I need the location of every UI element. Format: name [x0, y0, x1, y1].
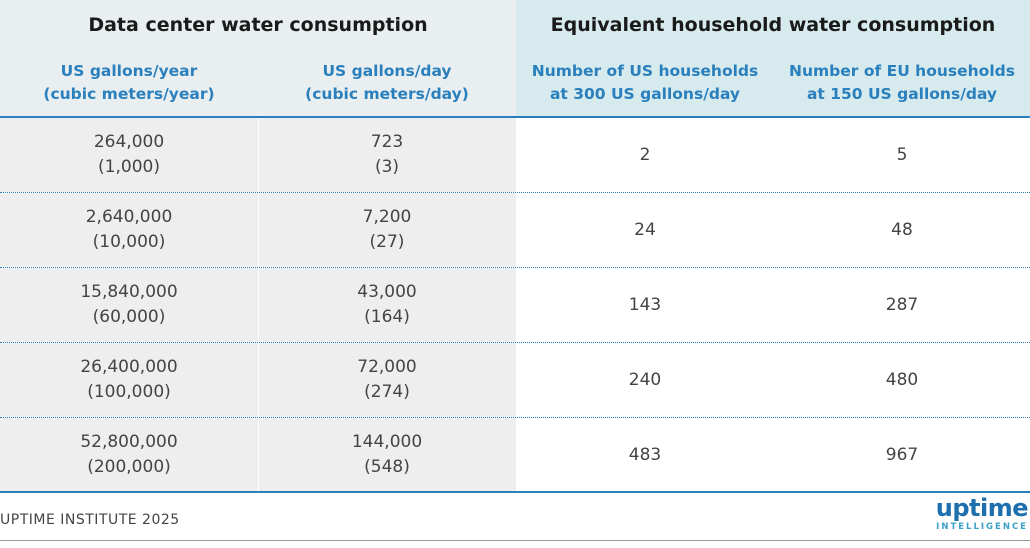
group-header-household: Equivalent household water consumption: [516, 0, 1030, 50]
group-header-data-center: Data center water consumption: [0, 0, 516, 50]
cell-us-households: 483: [516, 418, 774, 492]
table-bottom-rule: [0, 491, 1030, 493]
cell-gallons-year: 15,840,000 (60,000): [0, 268, 258, 342]
cell-eu-households: 5: [774, 118, 1030, 192]
cell-gallons-year: 26,400,000 (100,000): [0, 343, 258, 417]
water-consumption-table: Data center water consumption Equivalent…: [0, 0, 1030, 493]
table-body: 264,000 (1,000) 723 (3) 2 5 2,640,000 (10,0…: [0, 118, 1030, 492]
cell-gallons-day: 43,000 (164): [258, 268, 516, 342]
cell-gallons-year: 2,640,000 (10,000): [0, 193, 258, 267]
column-header-gallons-day: US gallons/day (cubic meters/day): [258, 50, 516, 116]
cell-gallons-year: 264,000 (1,000): [0, 118, 258, 192]
table-row: 264,000 (1,000) 723 (3) 2 5: [0, 118, 1030, 193]
cell-eu-households: 967: [774, 418, 1030, 492]
cell-eu-households: 287: [774, 268, 1030, 342]
cell-gallons-day: 72,000 (274): [258, 343, 516, 417]
footer-rule: [0, 540, 1030, 541]
cell-us-households: 2: [516, 118, 774, 192]
source-credit: UPTIME INSTITUTE 2025: [0, 512, 180, 528]
logo-wordmark: uptime: [935, 494, 1029, 522]
cell-gallons-day: 144,000 (548): [258, 418, 516, 492]
cell-gallons-year: 52,800,000 (200,000): [0, 418, 258, 492]
table-row: 15,840,000 (60,000) 43,000 (164) 143 287: [0, 268, 1030, 343]
column-header-gallons-year: US gallons/year (cubic meters/year): [0, 50, 258, 116]
table-row: 52,800,000 (200,000) 144,000 (548) 483 967: [0, 418, 1030, 492]
column-header-eu-households: Number of EU households at 150 US gallons…: [774, 50, 1030, 116]
table-row: 26,400,000 (100,000) 72,000 (274) 240 480: [0, 343, 1030, 418]
cell-us-households: 240: [516, 343, 774, 417]
uptime-logo: uptime INTELLIGENCE: [935, 494, 1029, 532]
cell-us-households: 24: [516, 193, 774, 267]
header-rule: [0, 116, 1030, 118]
cell-gallons-day: 723 (3): [258, 118, 516, 192]
column-header-us-households: Number of US households at 300 US gallons…: [516, 50, 774, 116]
cell-eu-households: 480: [774, 343, 1030, 417]
table-row: 2,640,000 (10,000) 7,200 (27) 24 48: [0, 193, 1030, 268]
cell-eu-households: 48: [774, 193, 1030, 267]
cell-us-households: 143: [516, 268, 774, 342]
logo-subtitle: INTELLIGENCE: [936, 522, 1028, 532]
cell-gallons-day: 7,200 (27): [258, 193, 516, 267]
